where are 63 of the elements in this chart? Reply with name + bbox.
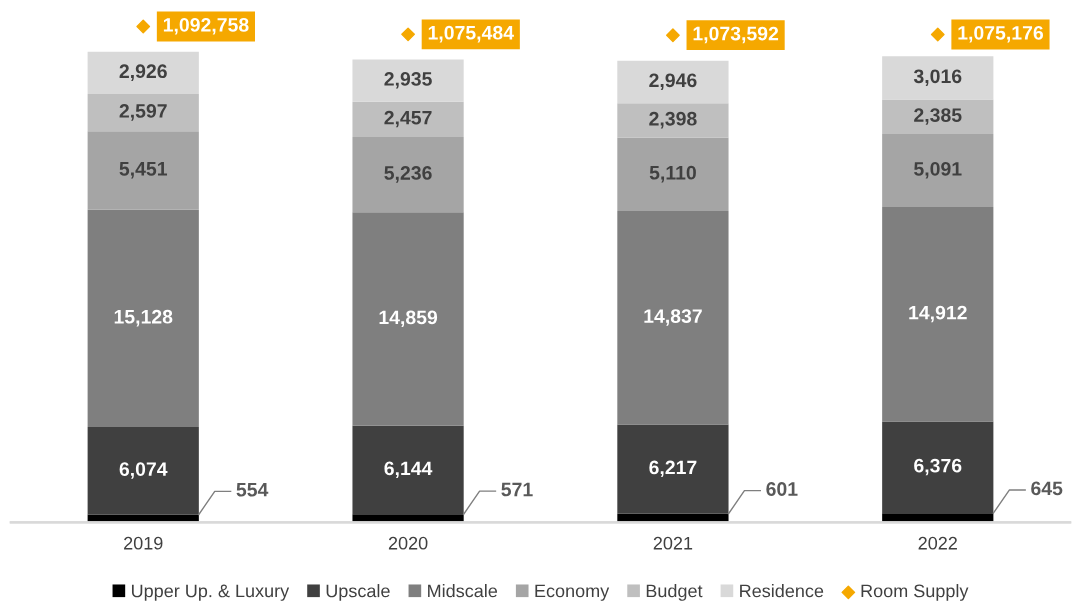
legend-label: Upper Up. & Luxury [131, 584, 290, 601]
data-label: 5,110 [649, 165, 696, 183]
bar [617, 103, 729, 138]
x-tick-label: 2022 [918, 536, 957, 550]
legend-label: Budget [646, 584, 703, 601]
bar [617, 60, 729, 104]
bar [352, 136, 464, 213]
bar [882, 56, 994, 100]
point [401, 27, 415, 42]
data-label: 3,016 [913, 69, 962, 86]
bar [87, 93, 199, 132]
data-label: 14,837 [644, 309, 702, 326]
data-label: 645 [1031, 481, 1063, 496]
bar [352, 59, 464, 102]
data-label: 6,144 [384, 461, 433, 479]
data-label: 1,075,176 [958, 25, 1044, 43]
data-label: 2,597 [119, 104, 167, 121]
data-label: 571 [501, 482, 533, 497]
bar [87, 209, 199, 428]
data-label: 1,073,592 [693, 26, 779, 44]
legend-label: Room Supply [861, 584, 969, 601]
data-label: 5,091 [914, 161, 962, 179]
bar [617, 137, 729, 212]
data-label: 5,451 [119, 162, 168, 179]
data-label: 2,926 [119, 64, 167, 81]
data-label: 2,946 [649, 73, 697, 91]
bar [352, 425, 464, 515]
x-tick-label: 2021 [653, 536, 693, 550]
bar [87, 427, 199, 515]
data-label: 2,385 [914, 108, 962, 125]
data-label: 2,398 [649, 111, 697, 129]
data-label: 14,859 [379, 310, 438, 328]
bar [882, 421, 994, 514]
legend-label: Upscale [326, 584, 390, 601]
bar [617, 211, 729, 425]
data-label: 5,236 [384, 166, 432, 183]
data-label: 1,092,758 [163, 17, 249, 35]
point [136, 19, 151, 34]
data-label: 6,074 [119, 462, 168, 479]
data-label: 15,128 [114, 309, 173, 327]
bar [352, 101, 464, 137]
data-label: 1,075,484 [428, 25, 514, 43]
point [930, 27, 945, 42]
data-label: 6,217 [649, 460, 697, 478]
bar [352, 212, 464, 426]
legend-label: Residence [740, 584, 824, 598]
x-tick-label: 2020 [388, 536, 428, 550]
legend-label: Midscale [428, 584, 498, 598]
data-label: 554 [236, 483, 269, 497]
data-label: 14,912 [909, 305, 967, 323]
bar [882, 99, 994, 134]
bar [882, 133, 994, 208]
bar [87, 131, 199, 210]
bar [617, 424, 729, 514]
bar [87, 51, 199, 94]
point [666, 28, 680, 43]
data-label: 2,935 [384, 72, 432, 89]
bar [882, 207, 994, 422]
data-label: 2,457 [384, 110, 432, 128]
data-label: 6,376 [914, 458, 962, 476]
legend-label: Economy [535, 584, 610, 601]
x-tick-label: 2019 [124, 536, 163, 550]
data-label: 601 [766, 482, 798, 496]
